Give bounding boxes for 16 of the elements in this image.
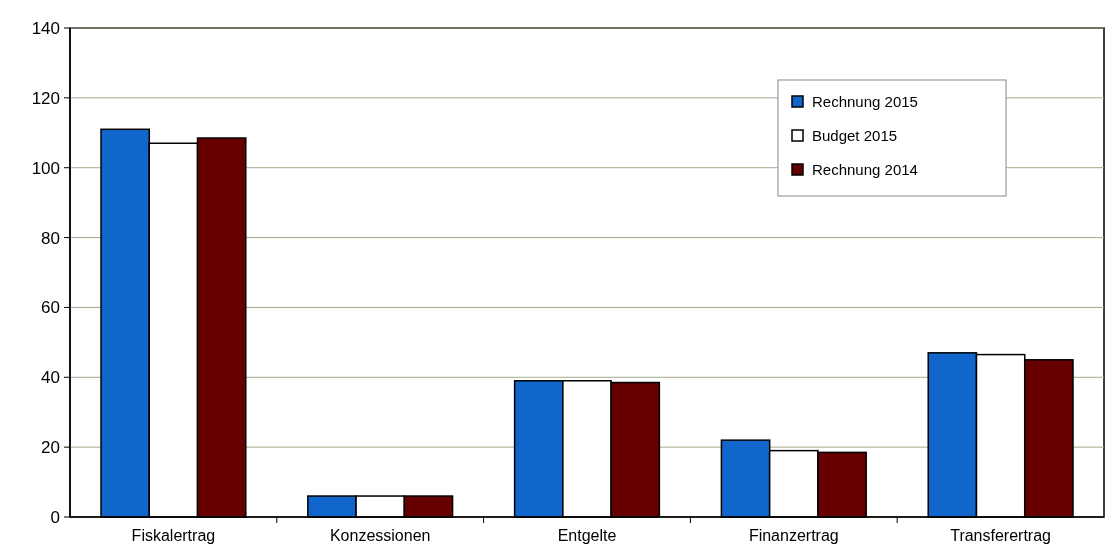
x-tick-label: Konzessionen (329, 527, 431, 544)
x-tick-label: Entgelte (557, 527, 617, 544)
y-tick-label: 40 (41, 368, 60, 388)
x-tick-label: Fiskalertrag (131, 527, 216, 544)
x-tick-label: Transferertrag (950, 527, 1051, 544)
y-tick-label: 80 (41, 228, 60, 248)
y-tick-label: 120 (31, 88, 60, 108)
y-tick-label: 60 (41, 298, 60, 318)
y-tick-label: 100 (31, 158, 60, 178)
legend-label: Budget 2015 (812, 127, 898, 145)
y-tick-label: 140 (31, 18, 60, 38)
legend-label: Rechnung 2014 (812, 161, 918, 179)
legend-label: Rechnung 2015 (812, 93, 918, 111)
x-tick-label: Finanzertrag (748, 527, 839, 544)
y-tick-label: 0 (50, 507, 60, 527)
y-tick-label: 20 (41, 438, 60, 458)
